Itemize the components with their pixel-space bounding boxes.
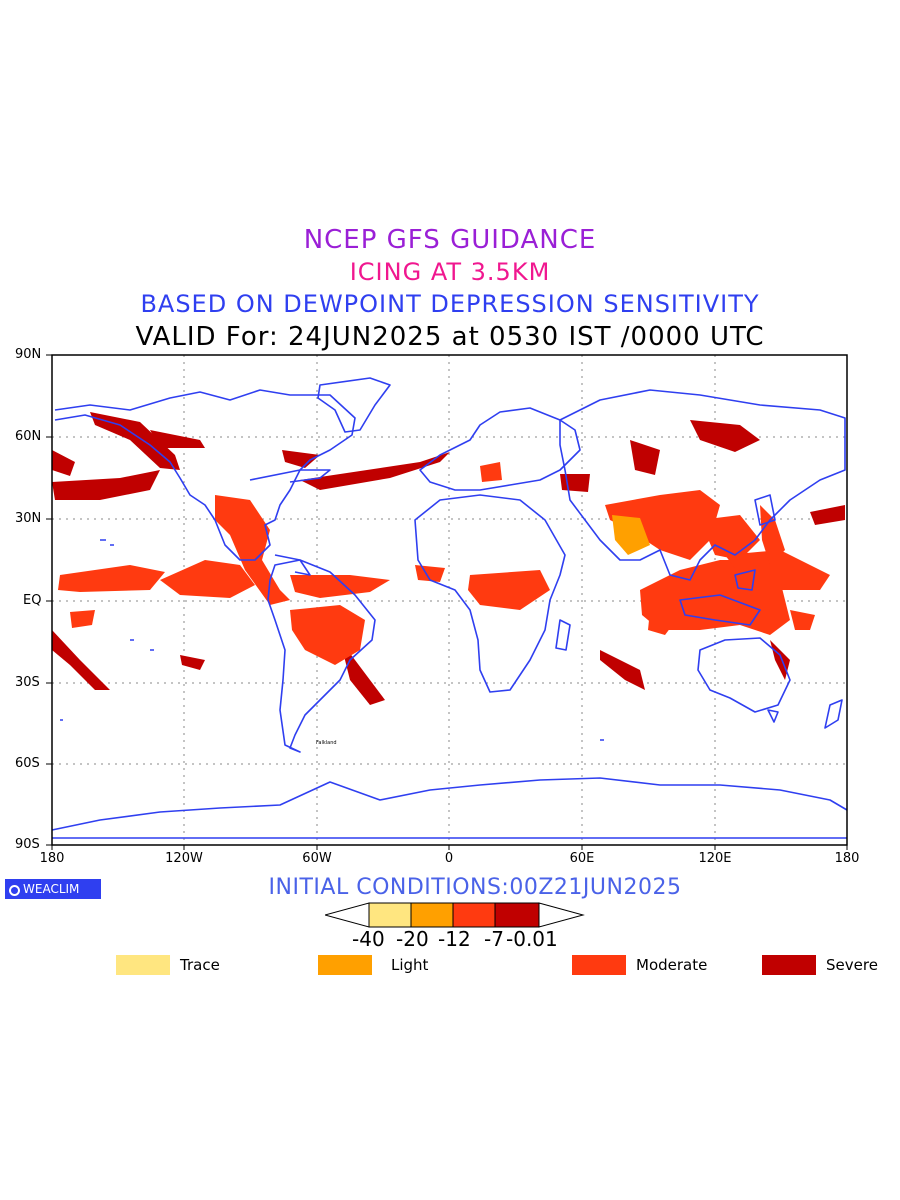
colorbar-label-5: -0.01 <box>506 927 558 951</box>
initial-conditions: INITIAL CONDITIONS:00Z21JUN2025 <box>268 875 682 900</box>
lat-label-90s: 90S <box>15 837 40 852</box>
colorbar-segment-severe <box>494 902 540 928</box>
lat-label-60s: 60S <box>15 756 40 771</box>
legend-label-severe: Severe <box>826 956 878 974</box>
lon-label-60w: 60W <box>302 851 332 866</box>
lat-label-30n: 30N <box>15 511 42 526</box>
legend-swatch-light <box>318 955 372 975</box>
title-line-2: ICING AT 3.5KM <box>349 258 551 286</box>
lat-label-60n: 60N <box>15 429 42 444</box>
lat-label-eq: EQ <box>23 593 42 608</box>
icing-map: Falkland <box>46 354 848 850</box>
colorbar-left-arrow <box>325 902 370 928</box>
lon-label-180e: 180 <box>834 851 860 866</box>
weaclim-logo: WEACLIM <box>5 879 101 899</box>
map-label-falkland: Falkland <box>316 740 337 746</box>
colorbar-label-3: -12 <box>438 927 471 951</box>
title-line-1: NCEP GFS GUIDANCE <box>303 225 597 255</box>
colorbar-segment-trace <box>368 902 412 928</box>
legend-label-light: Light <box>391 956 429 974</box>
lat-label-90n: 90N <box>15 347 42 362</box>
colorbar-segment-moderate <box>452 902 496 928</box>
coastlines <box>51 377 848 839</box>
lon-label-60e: 60E <box>569 851 595 866</box>
legend-label-moderate: Moderate <box>636 956 708 974</box>
colorbar-right-arrow <box>538 902 585 928</box>
colorbar <box>325 902 585 928</box>
colorbar-label-4: -7 <box>484 927 504 951</box>
logo-ring-icon <box>9 885 20 896</box>
lon-label-180w: 180 <box>39 851 65 866</box>
title-line-3: BASED ON DEWPOINT DEPRESSION SENSITIVITY <box>140 290 760 318</box>
map-labels: Falkland <box>316 740 337 746</box>
colorbar-label-1: -40 <box>352 927 385 951</box>
legend-swatch-moderate <box>572 955 626 975</box>
lat-label-30s: 30S <box>15 675 40 690</box>
valid-time-title: VALID For: 24JUN2025 at 0530 IST /0000 U… <box>135 322 765 352</box>
colorbar-segment-light <box>410 902 454 928</box>
colorbar-label-2: -20 <box>396 927 429 951</box>
lon-label-120w: 120W <box>165 851 203 866</box>
lon-label-120e: 120E <box>698 851 732 866</box>
legend-swatch-trace <box>116 955 170 975</box>
legend-swatch-severe <box>762 955 816 975</box>
logo-text: WEACLIM <box>23 882 80 896</box>
legend-label-trace: Trace <box>180 956 220 974</box>
lon-label-0: 0 <box>444 851 454 866</box>
